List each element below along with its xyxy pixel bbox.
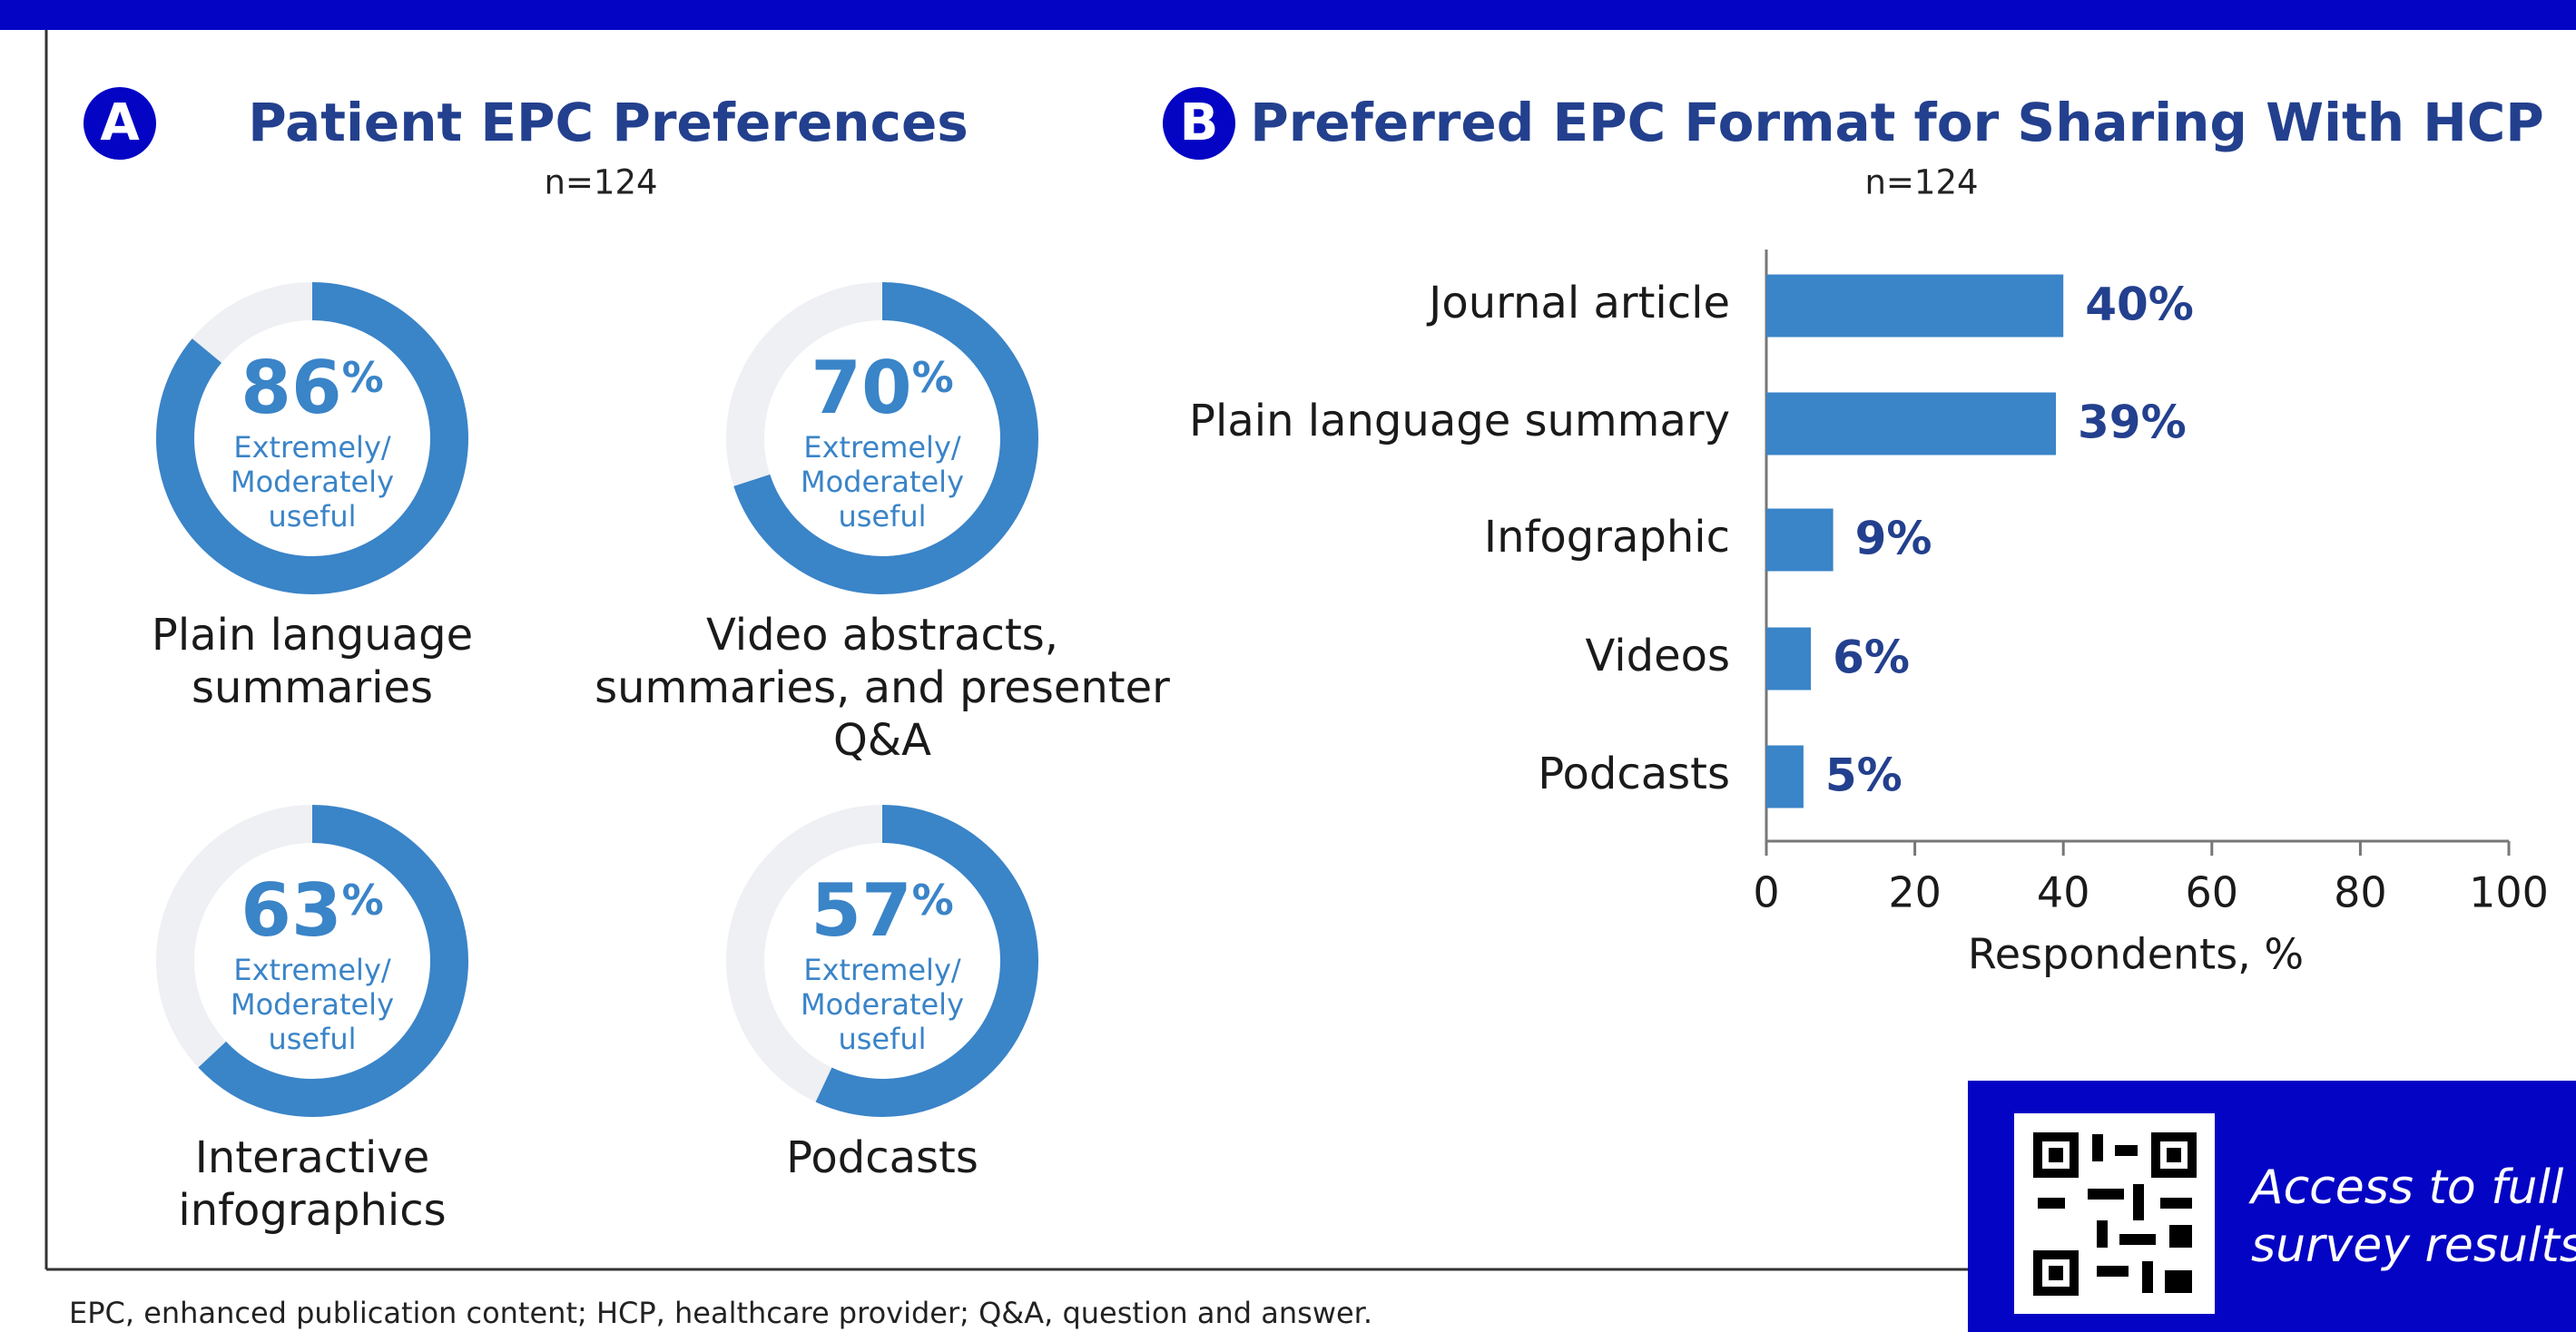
donut-label: Interactive infographics xyxy=(178,1132,447,1236)
donut-description: useful xyxy=(838,1022,926,1056)
chart-subtitle: n=124 xyxy=(544,163,657,202)
donut-description: Moderately xyxy=(231,465,394,499)
donut-description: useful xyxy=(838,499,926,534)
bar xyxy=(1766,508,1834,572)
x-tick-label: 0 xyxy=(1753,868,1779,917)
bar xyxy=(1766,392,2057,455)
data-label: 6% xyxy=(1833,632,1910,684)
panel-letter: B xyxy=(1180,93,1219,152)
qr-pattern xyxy=(2033,1132,2197,1296)
donut-description: useful xyxy=(268,1022,356,1056)
x-axis-label: Respondents, % xyxy=(1968,930,2304,979)
bar xyxy=(1766,627,1812,690)
value-number: 63 xyxy=(241,868,341,953)
value-unit: % xyxy=(342,876,384,925)
data-label: 9% xyxy=(1855,513,1932,565)
y-tick-label: Plain language summary xyxy=(1189,396,1730,446)
donut-arc xyxy=(726,282,1038,594)
y-tick-label: Videos xyxy=(1586,631,1731,681)
y-tick-label: Podcasts xyxy=(1538,749,1730,799)
donut-value: 63% xyxy=(241,868,383,953)
y-tick-label: Infographic xyxy=(1484,512,1730,563)
donut-description: Extremely/ xyxy=(233,953,391,987)
footnote: EPC, enhanced publication content; HCP, … xyxy=(69,1296,1372,1330)
donut-description: Moderately xyxy=(801,987,964,1022)
x-tick-label: 60 xyxy=(2186,868,2239,917)
donut-label: Podcasts xyxy=(786,1132,978,1183)
value-unit: % xyxy=(912,353,954,402)
value-unit: % xyxy=(912,876,954,925)
x-tick-label: 20 xyxy=(1888,868,1942,917)
x-tick-label: 80 xyxy=(2334,868,2387,917)
panel-badge xyxy=(84,87,156,160)
donut-description: Moderately xyxy=(231,987,394,1022)
donut-description: useful xyxy=(268,499,356,534)
donut-arc xyxy=(156,282,468,594)
qr-caption: survey results xyxy=(2251,1219,2576,1273)
donut-label: Plain language summaries xyxy=(151,610,474,713)
x-tick-label: 100 xyxy=(2469,868,2549,917)
donut-arc xyxy=(726,805,1038,1117)
value-number: 70 xyxy=(811,346,911,430)
chart-subtitle: n=124 xyxy=(1864,163,1978,202)
qr-caption: Access to full xyxy=(2248,1161,2564,1215)
data-label: 40% xyxy=(2085,279,2194,331)
value-number: 86 xyxy=(241,346,341,430)
donut-value: 57% xyxy=(811,868,953,953)
value-unit: % xyxy=(342,353,384,402)
panel-badge xyxy=(1163,87,1235,160)
panel-letter: A xyxy=(100,93,140,152)
chart-title: Preferred EPC Format for Sharing With HC… xyxy=(1250,92,2544,153)
donut-description: Extremely/ xyxy=(803,430,961,465)
y-tick-label: Journal article xyxy=(1426,278,1730,328)
data-label: 5% xyxy=(1825,749,1903,802)
x-tick-label: 40 xyxy=(2037,868,2090,917)
bar xyxy=(1766,745,1804,808)
donut-description: Extremely/ xyxy=(233,430,391,465)
value-number: 57 xyxy=(811,868,911,953)
donut-value: 86% xyxy=(241,346,383,430)
data-label: 39% xyxy=(2078,397,2187,449)
donut-description: Extremely/ xyxy=(803,953,961,987)
donut-arc xyxy=(156,805,468,1117)
donut-description: Moderately xyxy=(801,465,964,499)
bar xyxy=(1766,274,2064,338)
donut-value: 70% xyxy=(811,346,953,430)
chart-title: Patient EPC Preferences xyxy=(248,92,968,153)
donut-label: Video abstracts, summaries, and presente… xyxy=(595,610,1170,766)
header-bar xyxy=(0,0,2576,30)
